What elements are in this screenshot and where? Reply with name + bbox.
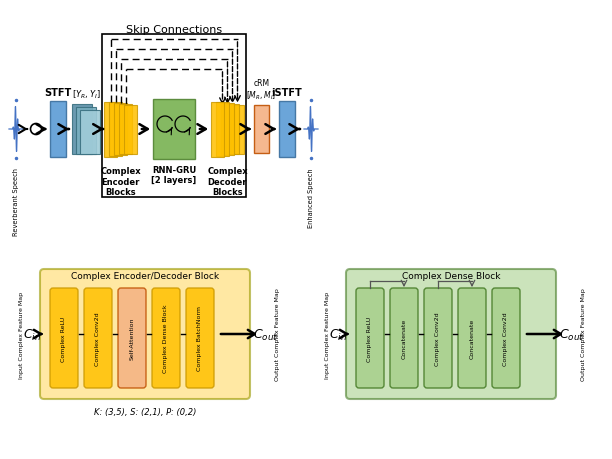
FancyBboxPatch shape	[152, 288, 180, 388]
Text: RNN-GRU
[2 layers]: RNN-GRU [2 layers]	[151, 166, 196, 185]
Bar	[80, 111, 100, 155]
Bar	[216, 103, 229, 157]
Text: cRM
$[M_R, M_I]$: cRM $[M_R, M_I]$	[247, 78, 277, 102]
FancyBboxPatch shape	[50, 288, 78, 388]
Bar	[72, 105, 92, 155]
Bar	[104, 102, 117, 157]
Bar	[76, 108, 96, 155]
Text: Output Complex Feature Map: Output Complex Feature Map	[581, 288, 586, 381]
Text: Reverberant Speech: Reverberant Speech	[13, 168, 19, 235]
FancyBboxPatch shape	[424, 288, 452, 388]
Bar	[50, 102, 66, 157]
FancyBboxPatch shape	[492, 288, 520, 388]
Text: Concatenate: Concatenate	[401, 318, 406, 358]
Text: Complex ReLU: Complex ReLU	[61, 316, 67, 361]
FancyBboxPatch shape	[458, 288, 486, 388]
Text: Input Complex Feature Map: Input Complex Feature Map	[20, 291, 24, 378]
Text: Complex
Encoder
Blocks: Complex Encoder Blocks	[100, 167, 141, 197]
Text: $[Y_R, Y_I]$: $[Y_R, Y_I]$	[72, 88, 100, 101]
Text: $C_{out}$: $C_{out}$	[253, 327, 278, 342]
FancyBboxPatch shape	[186, 288, 214, 388]
Bar	[211, 102, 224, 157]
Text: Complex Dense Block: Complex Dense Block	[401, 271, 500, 280]
FancyBboxPatch shape	[40, 269, 250, 399]
Bar	[226, 105, 239, 155]
Text: Concatenate: Concatenate	[469, 318, 474, 358]
Bar	[124, 105, 137, 154]
Text: Complex ReLU: Complex ReLU	[367, 316, 373, 361]
FancyBboxPatch shape	[346, 269, 556, 399]
Bar	[109, 103, 122, 157]
Text: Complex
Decoder
Blocks: Complex Decoder Blocks	[207, 167, 248, 197]
Text: Enhanced Speech: Enhanced Speech	[308, 168, 314, 227]
Text: STFT: STFT	[45, 88, 72, 98]
FancyBboxPatch shape	[390, 288, 418, 388]
FancyBboxPatch shape	[84, 288, 112, 388]
FancyBboxPatch shape	[356, 288, 384, 388]
Bar	[279, 102, 295, 157]
Bar	[114, 104, 127, 156]
Bar	[254, 106, 269, 154]
Text: Complex Conv2d: Complex Conv2d	[504, 312, 509, 365]
Text: Complex Encoder/Decoder Block: Complex Encoder/Decoder Block	[71, 271, 219, 280]
Text: Complex Dense Block: Complex Dense Block	[163, 304, 168, 373]
Text: Self-Attention: Self-Attention	[130, 317, 135, 359]
Text: $C_{in}$: $C_{in}$	[23, 327, 41, 342]
Text: Complex Conv2d: Complex Conv2d	[436, 312, 441, 365]
Text: $C_{out}$: $C_{out}$	[559, 327, 584, 342]
Bar	[153, 100, 195, 160]
Text: K: (3,5), S: (2,1), P: (0,2): K: (3,5), S: (2,1), P: (0,2)	[94, 407, 196, 416]
Text: $C_{in}$: $C_{in}$	[329, 327, 347, 342]
Text: Output Complex Feature Map: Output Complex Feature Map	[275, 288, 280, 381]
Text: Input Complex Feature Map: Input Complex Feature Map	[326, 291, 330, 378]
Bar	[102, 35, 246, 197]
Bar	[119, 105, 132, 155]
Text: Complex BatchNorm: Complex BatchNorm	[198, 306, 203, 371]
FancyBboxPatch shape	[118, 288, 146, 388]
Bar	[231, 105, 244, 154]
Text: iSTFT: iSTFT	[272, 88, 302, 98]
Text: Complex Conv2d: Complex Conv2d	[95, 312, 100, 365]
Text: Skip Connections: Skip Connections	[126, 25, 222, 35]
Bar	[221, 104, 234, 156]
